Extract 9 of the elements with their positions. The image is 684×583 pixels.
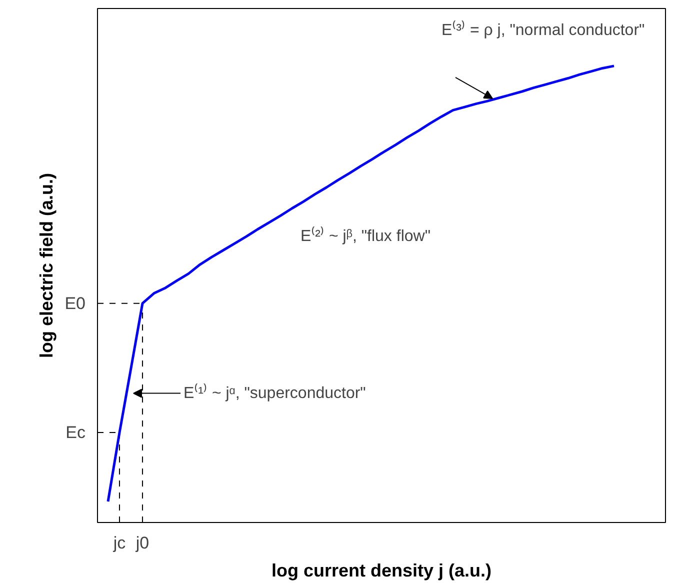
x-axis-title: log current density j (a.u.) [271,560,492,580]
annotation: E⁽¹⁾ ~ jᵅ, "superconductor" [184,382,366,402]
text: E⁽³⁾ = ρ j, "normal conductor" [442,20,645,40]
x-tick-label: j0 [134,534,150,552]
y-axis-title: log electric field (a.u.) [36,172,57,358]
x-tick-label: jc [112,534,126,552]
ref-line-label: E0 [64,294,86,313]
ref-line-label: Ec [66,423,86,442]
annotation: E⁽²⁾ ~ jᵝ, "flux flow" [300,226,430,245]
